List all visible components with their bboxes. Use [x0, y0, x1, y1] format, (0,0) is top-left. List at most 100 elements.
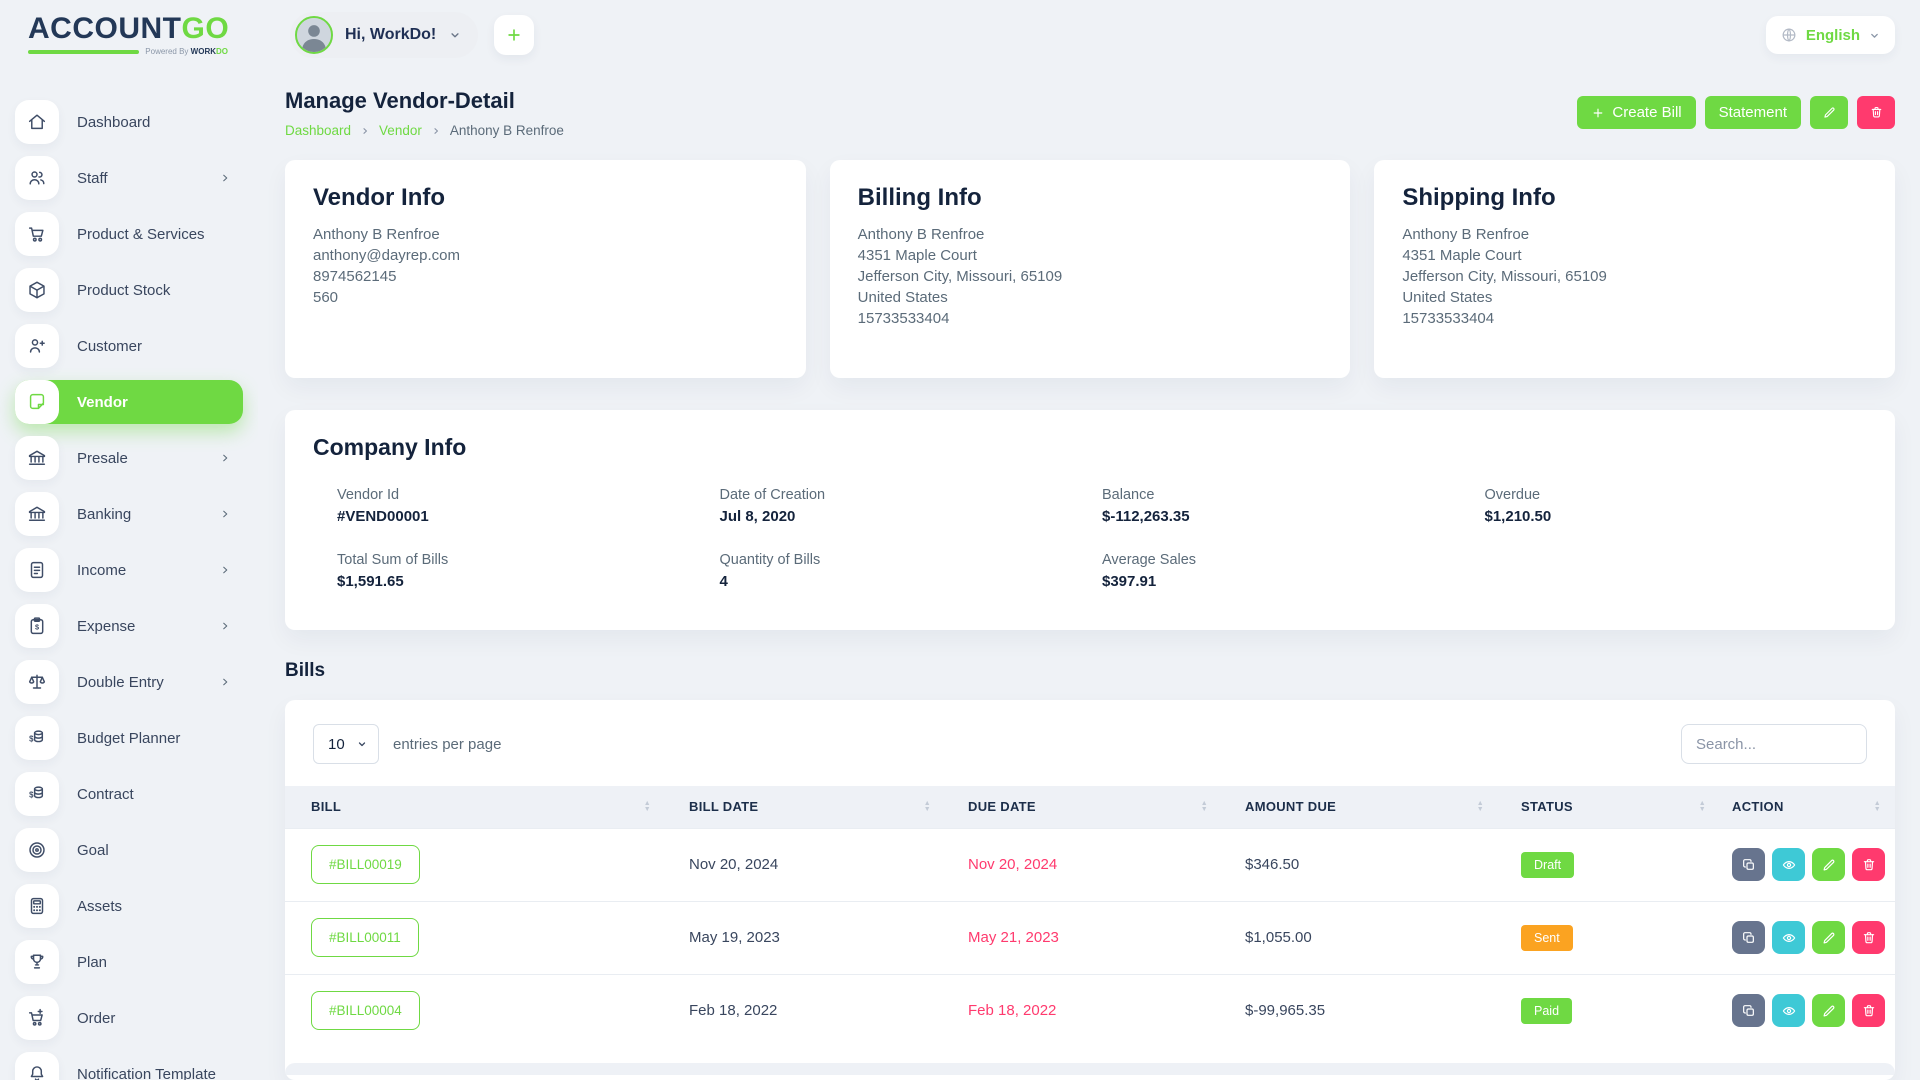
calculator-icon	[15, 884, 59, 928]
search-input[interactable]	[1681, 724, 1867, 764]
status-badge: Sent	[1521, 924, 1573, 951]
sidebar-item-notification-template[interactable]: Notification Template	[15, 1052, 243, 1080]
sidebar-item-dashboard[interactable]: Dashboard	[15, 100, 243, 144]
copy-icon	[1741, 1003, 1757, 1019]
edit-button[interactable]	[1812, 848, 1845, 881]
view-button[interactable]	[1772, 994, 1805, 1028]
duplicate-button[interactable]	[1732, 848, 1765, 881]
column-header-status[interactable]: STATUS ▲ ▼	[1521, 799, 1706, 815]
view-button[interactable]	[1772, 921, 1805, 954]
bill-link[interactable]: #BILL00011	[311, 918, 419, 957]
create-bill-button[interactable]: Create Bill	[1577, 96, 1696, 129]
field-value: $397.91	[1102, 573, 1157, 590]
bill-date-cell: May 19, 2023	[665, 900, 945, 974]
quick-add-button[interactable]	[494, 15, 535, 55]
sidebar-item-customer[interactable]: Customer	[15, 324, 243, 368]
info-line: Anthony B Renfroe	[313, 226, 440, 243]
company-field-total-sum-of-bills: Total Sum of Bills $1,591.65	[337, 552, 720, 590]
sidebar-item-double-entry[interactable]: Double Entry	[15, 660, 243, 704]
home-icon	[15, 100, 59, 144]
bell-icon	[15, 1052, 59, 1080]
table-row: #BILL00019 Nov 20, 2024 Nov 20, 2024 $34…	[285, 827, 1895, 901]
sidebar-item-contract[interactable]: $ Contract	[15, 772, 243, 816]
column-header-amount-due[interactable]: AMOUNT DUE ▲ ▼	[1245, 799, 1484, 815]
info-line: 8974562145	[313, 268, 397, 285]
card-title: Shipping Info	[1402, 184, 1556, 211]
view-button[interactable]	[1772, 848, 1805, 881]
table-footer-strip	[285, 1063, 1895, 1075]
sidebar-item-plan[interactable]: Plan	[15, 940, 243, 984]
row-actions	[1732, 921, 1895, 954]
sidebar-item-vendor[interactable]: Vendor	[15, 380, 243, 424]
breadcrumb-vendor[interactable]: Vendor	[379, 123, 422, 138]
sidebar-item-goal[interactable]: Goal	[15, 828, 243, 872]
sidebar-item-income[interactable]: Income	[15, 548, 243, 592]
column-header-bill[interactable]: BILL ▲ ▼	[311, 799, 651, 815]
logo-underline	[28, 49, 140, 54]
delete-vendor-button[interactable]	[1857, 96, 1895, 129]
pencil-icon	[1822, 105, 1837, 120]
edit-vendor-button[interactable]	[1810, 96, 1848, 129]
column-header-action[interactable]: ACTION ▲ ▼	[1732, 799, 1881, 815]
breadcrumb-dashboard[interactable]: Dashboard	[285, 123, 352, 138]
sidebar-item-presale[interactable]: Presale	[15, 436, 243, 480]
chevron-right-icon	[219, 508, 231, 520]
user-plus-icon	[15, 324, 59, 368]
sidebar-item-staff[interactable]: Staff	[15, 156, 243, 200]
bills-table: BILL ▲ ▼ BILL DATE ▲ ▼ DUE DATE ▲ ▼ AMOUNT DUE…	[285, 786, 1895, 1047]
field-label: Date of Creation	[719, 487, 826, 503]
pencil-icon	[1821, 930, 1837, 946]
delete-button[interactable]	[1852, 921, 1885, 954]
top-bar: ACCOUNTGO Powered By WORKDO Hi, WorkDo!	[0, 0, 1920, 70]
sidebar-item-product-stock[interactable]: Product Stock	[15, 268, 243, 312]
brand-logo[interactable]: ACCOUNTGO Powered By WORKDO	[0, 14, 258, 56]
breadcrumb-current: Anthony B Renfroe	[449, 123, 564, 138]
company-field-date-of-creation: Date of Creation Jul 8, 2020	[720, 487, 1103, 525]
user-menu[interactable]: Hi, WorkDo!	[290, 12, 479, 58]
cube-icon	[15, 268, 59, 312]
chevron-down-icon	[448, 28, 462, 42]
field-value: 4	[719, 573, 728, 590]
edit-button[interactable]	[1812, 921, 1845, 954]
duplicate-button[interactable]	[1732, 921, 1765, 954]
bill-link[interactable]: #BILL00004	[311, 991, 420, 1031]
sidebar-item-assets[interactable]: Assets	[15, 884, 243, 928]
table-controls: 10 entries per page	[285, 724, 1895, 764]
amount-due-cell: $1,055.00	[1222, 900, 1498, 974]
billing-info-card: Billing Info Anthony B Renfroe 4351 Mapl…	[829, 160, 1351, 378]
plus-icon	[1591, 106, 1605, 120]
field-label: Average Sales	[1102, 552, 1197, 568]
company-field-quantity-of-bills: Quantity of Bills 4	[720, 552, 1103, 590]
delete-button[interactable]	[1852, 848, 1885, 881]
language-selector[interactable]: English	[1765, 16, 1895, 54]
delete-button[interactable]	[1852, 994, 1885, 1028]
info-line: 4351 Maple Court	[1402, 247, 1522, 264]
edit-button[interactable]	[1812, 994, 1845, 1028]
chevron-down-icon	[356, 738, 368, 750]
sidebar-item-expense[interactable]: $ Expense	[15, 604, 243, 648]
due-date-cell: Feb 18, 2022	[945, 973, 1222, 1047]
entries-per-page-select[interactable]: 10	[313, 724, 379, 764]
info-line: Anthony B Renfroe	[857, 226, 985, 243]
info-line: 15733533404	[1402, 310, 1495, 327]
duplicate-button[interactable]	[1732, 994, 1765, 1028]
eye-icon	[1781, 857, 1797, 873]
column-header-bill-date[interactable]: BILL DATE ▲ ▼	[689, 799, 931, 815]
info-line: 560	[313, 289, 339, 306]
svg-text:$: $	[29, 734, 34, 743]
field-value: $1,591.65	[337, 573, 404, 590]
logo-tagline: Powered By WORKDO	[145, 47, 228, 56]
sidebar-item-order[interactable]: Order	[15, 996, 243, 1040]
field-value: Jul 8, 2020	[719, 508, 796, 525]
bill-link[interactable]: #BILL00019	[311, 845, 420, 884]
column-header-due-date[interactable]: DUE DATE ▲ ▼	[968, 799, 1208, 815]
cart-plus-icon	[15, 996, 59, 1040]
sidebar-item-product-services[interactable]: Product & Services	[15, 212, 243, 256]
chevron-right-icon	[219, 676, 231, 688]
vendor-info-card: Vendor Info Anthony B Renfroe anthony@da…	[285, 160, 806, 378]
sidebar-item-banking[interactable]: Banking	[15, 492, 243, 536]
company-field-overdue: Overdue $1,210.50	[1485, 487, 1868, 525]
info-line: Jefferson City, Missouri, 65109	[1402, 268, 1607, 285]
sidebar-item-budget-planner[interactable]: $ Budget Planner	[15, 716, 243, 760]
statement-button[interactable]: Statement	[1704, 96, 1801, 129]
